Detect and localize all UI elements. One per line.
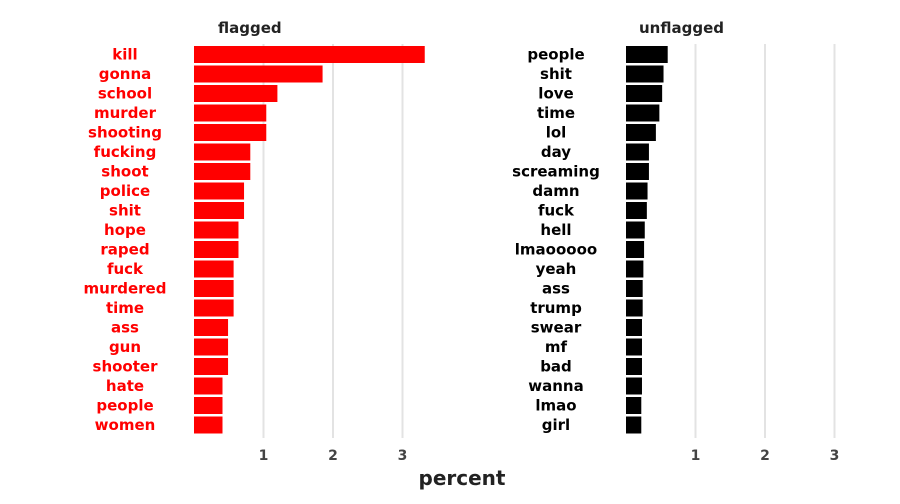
flagged-category-label-5: fucking — [94, 143, 157, 161]
flagged-bar-1 — [194, 65, 323, 83]
unflagged-category-label-4: lol — [546, 124, 567, 142]
unflagged-category-label-14: swear — [531, 319, 582, 337]
unflagged-category-label-3: time — [537, 104, 575, 122]
unflagged-x-tick-label-2: 3 — [830, 448, 840, 464]
unflagged-bar-1 — [626, 65, 664, 83]
flagged-bar-12 — [194, 280, 234, 297]
unflagged-bar-9 — [626, 221, 645, 239]
flagged-bar-7 — [194, 182, 245, 200]
flagged-bar-5 — [194, 143, 251, 161]
unflagged-category-label-0: people — [527, 46, 584, 64]
unflagged-bar-4 — [626, 124, 656, 141]
flagged-panel: flaggedkillgonnaschoolmurdershootingfuck… — [84, 19, 425, 464]
flagged-bar-9 — [194, 221, 239, 239]
unflagged-category-label-1: shit — [540, 65, 572, 83]
unflagged-bar-6 — [626, 163, 649, 180]
flagged-x-tick-label-0: 1 — [259, 448, 269, 464]
unflagged-bar-7 — [626, 182, 648, 200]
flagged-bar-18 — [194, 397, 223, 414]
unflagged-category-label-17: wanna — [528, 377, 583, 395]
flagged-bar-14 — [194, 319, 229, 336]
flagged-category-label-1: gonna — [99, 65, 152, 83]
unflagged-bar-13 — [626, 299, 643, 317]
unflagged-category-label-5: day — [541, 143, 571, 161]
flagged-category-label-13: time — [106, 299, 144, 317]
flagged-category-label-4: shooting — [88, 124, 162, 142]
unflagged-bar-8 — [626, 202, 647, 219]
unflagged-bar-10 — [626, 241, 645, 258]
flagged-bar-8 — [194, 202, 245, 219]
flagged-bar-3 — [194, 104, 267, 122]
flagged-bar-11 — [194, 260, 234, 278]
flagged-bar-2 — [194, 85, 278, 102]
flagged-category-label-2: school — [98, 85, 152, 103]
unflagged-bar-17 — [626, 377, 642, 395]
flagged-bar-17 — [194, 377, 223, 395]
unflagged-category-label-9: hell — [540, 221, 571, 239]
flagged-category-label-17: hate — [106, 377, 144, 395]
unflagged-bar-18 — [626, 397, 642, 414]
unflagged-category-label-10: lmaooooo — [515, 241, 597, 259]
unflagged-category-label-11: yeah — [536, 260, 577, 278]
unflagged-category-label-19: girl — [542, 416, 570, 434]
flagged-bar-13 — [194, 299, 234, 317]
flagged-category-label-14: ass — [111, 319, 139, 337]
unflagged-x-tick-label-1: 2 — [760, 448, 770, 464]
unflagged-category-label-2: love — [538, 85, 573, 103]
unflagged-category-label-13: trump — [530, 299, 582, 317]
unflagged-category-label-8: fuck — [538, 202, 575, 220]
unflagged-category-label-18: lmao — [535, 397, 576, 415]
flagged-panel-title: flagged — [218, 19, 282, 37]
unflagged-bar-16 — [626, 358, 642, 375]
unflagged-bar-3 — [626, 104, 660, 122]
unflagged-category-label-12: ass — [542, 280, 570, 298]
unflagged-x-tick-label-0: 1 — [691, 448, 701, 464]
unflagged-bar-19 — [626, 416, 642, 434]
unflagged-bar-14 — [626, 319, 642, 336]
flagged-bar-10 — [194, 241, 239, 258]
flagged-category-label-18: people — [96, 397, 153, 415]
flagged-category-label-6: shoot — [101, 163, 148, 181]
flagged-bar-15 — [194, 338, 229, 356]
flagged-category-label-11: fuck — [107, 260, 144, 278]
unflagged-category-label-15: mf — [545, 338, 568, 356]
flagged-bar-4 — [194, 124, 267, 141]
unflagged-bar-2 — [626, 85, 663, 102]
flagged-x-tick-label-1: 2 — [328, 448, 338, 464]
flagged-category-label-10: raped — [100, 241, 149, 259]
unflagged-bar-5 — [626, 143, 649, 161]
flagged-category-label-16: shooter — [93, 358, 159, 376]
flagged-bar-0 — [194, 46, 425, 63]
flagged-category-label-8: shit — [109, 202, 141, 220]
flagged-category-label-7: police — [100, 182, 150, 200]
unflagged-bar-11 — [626, 260, 644, 278]
flagged-bar-16 — [194, 358, 229, 375]
flagged-category-label-9: hope — [104, 221, 146, 239]
flagged-x-tick-label-2: 3 — [398, 448, 408, 464]
flagged-category-label-0: kill — [112, 46, 137, 64]
unflagged-bar-0 — [626, 46, 668, 63]
flagged-bar-19 — [194, 416, 223, 434]
unflagged-category-label-16: bad — [540, 358, 572, 376]
flagged-category-label-19: women — [95, 416, 156, 434]
unflagged-panel-title: unflagged — [639, 19, 724, 37]
unflagged-category-label-7: damn — [532, 182, 579, 200]
flagged-category-label-12: murdered — [84, 280, 167, 298]
x-axis-title: percent — [419, 466, 506, 490]
unflagged-category-label-6: screaming — [512, 163, 600, 181]
unflagged-bar-12 — [626, 280, 643, 297]
unflagged-bar-15 — [626, 338, 642, 356]
flagged-bar-6 — [194, 163, 251, 180]
flagged-category-label-3: murder — [94, 104, 157, 122]
flagged-category-label-15: gun — [109, 338, 141, 356]
